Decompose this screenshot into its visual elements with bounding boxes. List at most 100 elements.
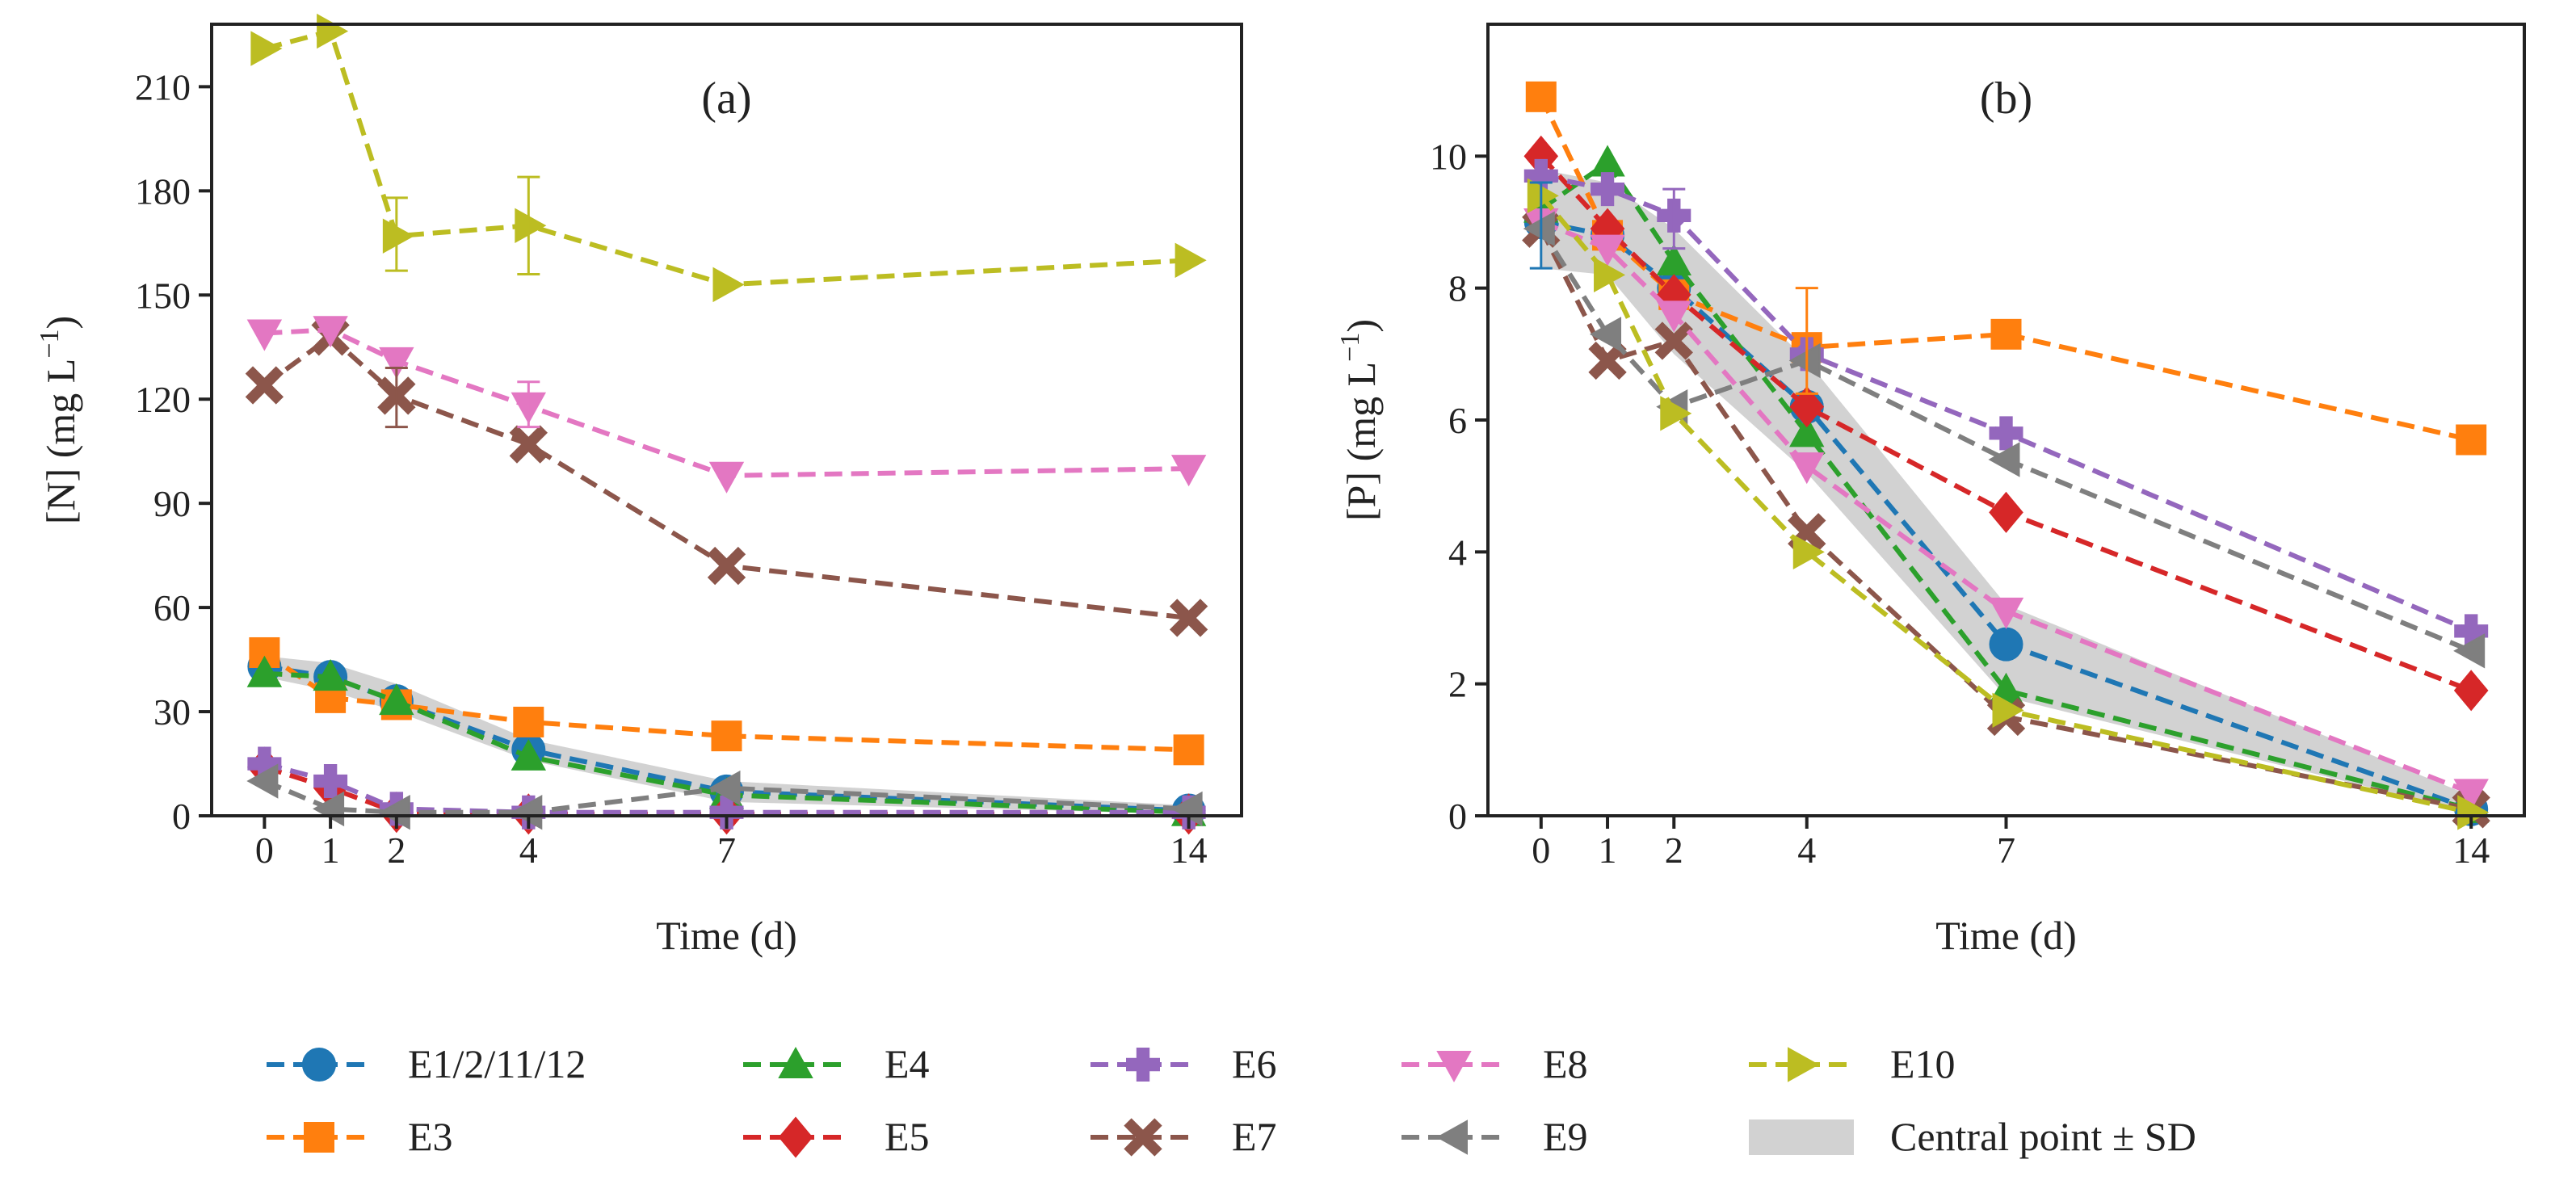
data-point	[1169, 599, 1208, 637]
data-point	[1990, 318, 2022, 350]
legend-entry-e1-2-11-12: E1/2/11/12	[267, 1041, 586, 1086]
error-bar	[517, 175, 540, 275]
legend-entry-e9: E9	[1401, 1114, 1588, 1159]
legend-label: E7	[1232, 1114, 1277, 1159]
legend-label: E6	[1232, 1041, 1277, 1086]
data-point	[1789, 386, 1825, 428]
data-point	[1788, 342, 1821, 379]
legend-marker	[1788, 1047, 1820, 1082]
y-axis-label-text: [N] (mg L	[38, 359, 83, 525]
x-tick-label: 0	[1532, 830, 1550, 871]
data-point	[1590, 145, 1625, 177]
series-line	[264, 327, 1189, 478]
panel-b: 0 1 2 4 7 14 0 2 4 6 8 10 (b) Time (d) [P] (mg L−1)	[1335, 23, 2526, 958]
data-point	[509, 425, 548, 464]
data-point	[709, 795, 744, 830]
legend-label: E10	[1890, 1041, 1956, 1086]
x-tick-label: 7	[717, 830, 736, 871]
y-axis-label-b: [P] (mg L−1)	[1335, 319, 1384, 521]
x-tick-label: 0	[255, 830, 274, 871]
x-axis-label-a: Time (d)	[656, 913, 797, 958]
y-axis-label-close: )	[38, 316, 83, 330]
data-point	[712, 267, 745, 303]
data-point	[708, 770, 741, 806]
data-point	[317, 13, 349, 49]
data-point	[246, 763, 279, 799]
data-point	[2453, 670, 2489, 712]
y-axis-label-exponent: −1	[1335, 333, 1365, 362]
data-point	[1175, 242, 1207, 278]
data-point	[511, 738, 547, 771]
legend-entry-e5: E5	[743, 1114, 930, 1159]
data-point	[1588, 341, 1627, 380]
y-tick-label: 60	[153, 587, 191, 628]
legend-entry-e10: E10	[1749, 1041, 1956, 1086]
data-point	[1173, 734, 1204, 766]
error-bar	[1662, 187, 1686, 250]
data-point	[313, 659, 348, 691]
y-tick-label: 180	[135, 170, 191, 212]
legend-marker	[1435, 1119, 1468, 1155]
y-tick-label: 0	[172, 796, 191, 837]
legend: E1/2/11/12 E4 E6 E8 E10 E3 E5 E7 E9 Central point…	[267, 1041, 2196, 1159]
data-point	[2453, 633, 2486, 669]
legend-entry-e3: E3	[267, 1114, 453, 1159]
data-point	[1989, 491, 2023, 533]
data-point	[1656, 300, 1691, 333]
y-axis-label-text: [P] (mg L	[1338, 362, 1384, 521]
data-point	[1988, 597, 2024, 629]
x-tick-label: 14	[1170, 830, 1208, 871]
data-point	[382, 218, 414, 254]
series-e10-a	[250, 13, 1207, 303]
y-axis-label-close: )	[1338, 319, 1384, 333]
x-tick-label: 2	[1665, 830, 1683, 871]
data-point	[1660, 396, 1692, 431]
data-point	[1792, 534, 1825, 570]
legend-marker	[302, 1048, 336, 1082]
legend-entry-e7: E7	[1090, 1114, 1277, 1159]
legend-label: E4	[885, 1041, 930, 1086]
data-point	[1591, 172, 1625, 207]
series-line	[1539, 227, 2472, 812]
series-line	[263, 779, 1189, 815]
y-tick-label: 210	[135, 66, 191, 107]
y-tick-label: 4	[1448, 531, 1467, 573]
legend-label: E8	[1543, 1041, 1588, 1086]
data-point	[515, 208, 547, 243]
series-line	[1539, 154, 2473, 693]
data-point	[2453, 779, 2489, 811]
legend-marker	[1124, 1118, 1162, 1157]
legend-swatch	[1749, 1119, 1854, 1155]
data-point	[245, 366, 284, 405]
legend-label: E5	[885, 1114, 930, 1159]
legend-label: E1/2/11/12	[408, 1041, 586, 1086]
central-band-b	[1540, 169, 2472, 813]
x-tick-label: 2	[387, 830, 406, 871]
data-point	[1594, 257, 1626, 293]
data-point	[246, 319, 283, 351]
legend-marker	[304, 1122, 334, 1153]
series-e9-b	[1523, 211, 2486, 669]
y-tick-label: 6	[1448, 400, 1467, 441]
panel-title-b: (b)	[1980, 74, 2032, 124]
data-point	[1789, 452, 1825, 485]
data-point	[1654, 321, 1693, 360]
y-tick-label: 120	[135, 379, 191, 420]
data-point	[1590, 234, 1625, 267]
x-axis-label-b: Time (d)	[1935, 913, 2077, 958]
data-point	[1170, 455, 1207, 487]
legend-entry-e4: E4	[743, 1041, 930, 1086]
data-point	[711, 720, 742, 752]
data-point	[246, 655, 283, 687]
error-bar	[1795, 287, 1818, 395]
data-point	[379, 683, 414, 716]
x-tick-label: 1	[1599, 830, 1617, 871]
legend-entry-e6: E6	[1090, 1041, 1277, 1086]
legend-marker	[1126, 1048, 1160, 1082]
data-point	[708, 461, 745, 494]
y-tick-label: 90	[153, 483, 191, 524]
legend-label: Central point ± SD	[1890, 1114, 2196, 1159]
data-point	[1523, 211, 1555, 246]
legend-marker	[778, 1116, 813, 1158]
